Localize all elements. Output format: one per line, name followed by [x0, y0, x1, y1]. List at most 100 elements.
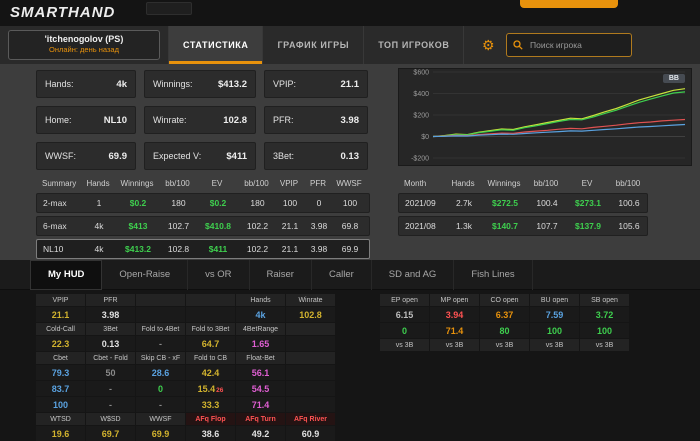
top-right-button[interactable]	[520, 0, 618, 8]
stat-value: 102.8	[223, 114, 247, 126]
cell: 100.6	[618, 198, 640, 208]
stat-box-wwsf: WWSF: 69.9	[36, 142, 136, 170]
hud-stat-value: 19.6	[36, 426, 85, 441]
col-header: EV	[211, 178, 223, 188]
hud-grid-right: EP open MP open CO open BU open SB open …	[380, 294, 629, 351]
cell: 21.1	[281, 244, 299, 254]
hud-stat-label: WTSD	[36, 413, 85, 425]
month-table: Month Hands Winnings bb/100 EV bb/100 2021/09…	[398, 176, 648, 236]
stat-label: WWSF:	[45, 151, 76, 161]
hud-stat-value	[286, 381, 335, 396]
hud-stat-label: AFq River	[286, 413, 335, 425]
hud-stat-value: 71.4	[236, 397, 285, 412]
hud-stat-label	[286, 352, 335, 364]
hud-tab-caller[interactable]: Caller	[312, 260, 372, 290]
stat-box-pfr: PFR: 3.98	[264, 106, 368, 134]
overview-stats: Hands: 4k Winnings: $413.2 VPIP: 21.1 Home:…	[36, 70, 368, 170]
hud-stat-value: 21.1	[36, 307, 85, 322]
tab-game-graph[interactable]: ГРАФИК ИГРЫ	[263, 26, 365, 64]
hud-stat-value: 7.59	[530, 307, 579, 322]
hud-stat-value	[136, 307, 185, 322]
hud-stat-label: Fold to 4Bet	[136, 323, 185, 335]
hud-stat-value: 22.3	[36, 336, 85, 351]
hud-stat-value: 3.94	[430, 307, 479, 322]
stat-label: Hands:	[45, 79, 74, 89]
hud-tab-open-raise[interactable]: Open-Raise	[102, 260, 189, 290]
hud-stat-value: 0.13	[86, 336, 135, 351]
hud-tab-fish-lines[interactable]: Fish Lines	[454, 260, 533, 290]
search-icon	[513, 40, 523, 50]
hud-stat-main: 15.4	[197, 383, 216, 394]
cell: $0.2	[209, 198, 227, 208]
stat-box-3bet: 3Bet: 0.13	[264, 142, 368, 170]
col-header: Month	[404, 178, 427, 188]
hud-stat-label: EP open	[380, 294, 429, 306]
summary-row-nl10[interactable]: NL10 4k $413.2 102.8 $411 102.2 21.1 3.98 69.9	[36, 239, 370, 259]
cell: 6-max	[43, 221, 67, 231]
hud-stat-value: 100	[530, 323, 579, 338]
month-row[interactable]: 2021/08 1.3k $140.7 107.7 $137.9 105.6	[398, 216, 648, 236]
hud-stat-value: 56.1	[236, 365, 285, 380]
hud-stat-value: 42.4	[186, 365, 235, 380]
toolbar: 'itchenogolov (PS) Онлайн: день назад СТ…	[0, 26, 700, 64]
hud-stat-value: 28.6	[136, 365, 185, 380]
hud-stat-label: BU open	[530, 294, 579, 306]
summary-row-6max[interactable]: 6-max 4k $413 102.7 $410.8 102.2 21.1 3.98 69.8	[36, 216, 370, 236]
tab-top-players[interactable]: ТОП ИГРОКОВ	[364, 26, 465, 64]
cell: $0.2	[129, 198, 147, 208]
settings-gear-icon[interactable]: ⚙	[482, 37, 495, 53]
cell: 69.8	[341, 221, 359, 231]
cell: 1	[96, 198, 102, 208]
hud-stat-value: 100	[580, 323, 629, 338]
hud-tab-my-hud[interactable]: My HUD	[30, 260, 103, 290]
hud-stat-label: PFR	[86, 294, 135, 306]
player-selector[interactable]: 'itchenogolov (PS) Онлайн: день назад	[8, 30, 160, 60]
hud-tab-raiser[interactable]: Raiser	[250, 260, 312, 290]
cell: 102.7	[167, 221, 190, 231]
summary-row-2max[interactable]: 2-max 1 $0.2 180 $0.2 180 100 0 100	[36, 193, 370, 213]
cell: NL10	[43, 244, 64, 254]
col-header: Summary	[42, 178, 77, 188]
hud-stat-label: 3Bet	[86, 323, 135, 335]
svg-text:$600: $600	[413, 70, 429, 77]
summary-header: Summary Hands Winnings bb/100 EV bb/100 VPIP PF…	[36, 176, 370, 190]
stat-value: 4k	[116, 78, 127, 90]
hud-stat-value: 69.9	[136, 426, 185, 441]
hud-stat-label: VPIP	[36, 294, 85, 306]
tab-statistics[interactable]: СТАТИСТИКА	[168, 26, 264, 64]
summary-table: Summary Hands Winnings bb/100 EV bb/100 VPIP PF…	[36, 176, 370, 259]
cell: $137.9	[575, 221, 601, 231]
main-tabs: СТАТИСТИКА ГРАФИК ИГРЫ ТОП ИГРОКОВ	[168, 26, 465, 64]
hud-stat-label: vs 3B	[480, 339, 529, 351]
svg-text:-$200: -$200	[411, 156, 429, 163]
cell: 21.1	[281, 221, 299, 231]
svg-text:$0: $0	[421, 134, 429, 141]
hud-stat-label: vs 3B	[380, 339, 429, 351]
search-box	[506, 33, 632, 57]
cell: 0	[316, 198, 322, 208]
hud-stat-label: SB open	[580, 294, 629, 306]
hud-stat-label: vs 3B	[580, 339, 629, 351]
hud-stat-value: 83.7	[36, 381, 85, 396]
hud-stat-value: 4k	[236, 307, 285, 322]
month-header: Month Hands Winnings bb/100 EV bb/100	[398, 176, 648, 190]
cell: 3.98	[310, 221, 328, 231]
hud-stat-label: Fold to CB	[186, 352, 235, 364]
search-input[interactable]	[528, 39, 625, 51]
hud-stat-label: AFq Flop	[186, 413, 235, 425]
cell: 100	[342, 198, 358, 208]
stat-value: 21.1	[340, 78, 360, 90]
hud-tabs: My HUD Open-Raise vs OR Raiser Caller SD…	[30, 260, 533, 290]
winnings-chart: $600 $400 $200 $0 -$200 BB	[398, 68, 692, 166]
month-row[interactable]: 2021/09 2.7k $272.5 100.4 $273.1 100.6	[398, 193, 648, 213]
hud-stat-label	[136, 294, 185, 306]
stat-box-home: Home: NL10	[36, 106, 136, 134]
stat-label: Home:	[45, 115, 72, 125]
cell: 180	[250, 198, 265, 208]
stat-label: Winnings:	[153, 79, 193, 89]
hud-grid-left: VPIP PFR Hands Winrate 21.1 3.98 4k 102.…	[36, 294, 335, 441]
hud-tab-sd-and-ag[interactable]: SD and AG	[372, 260, 455, 290]
stat-label: VPIP:	[273, 79, 297, 89]
hud-tab-vs-or[interactable]: vs OR	[188, 260, 250, 290]
col-header: WWSF	[336, 178, 362, 188]
